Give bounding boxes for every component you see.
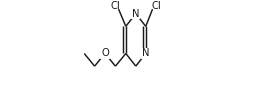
Text: N: N [132, 9, 140, 19]
Text: N: N [142, 49, 149, 58]
Text: Cl: Cl [110, 1, 120, 11]
Text: Cl: Cl [151, 1, 161, 11]
Text: O: O [101, 49, 109, 58]
